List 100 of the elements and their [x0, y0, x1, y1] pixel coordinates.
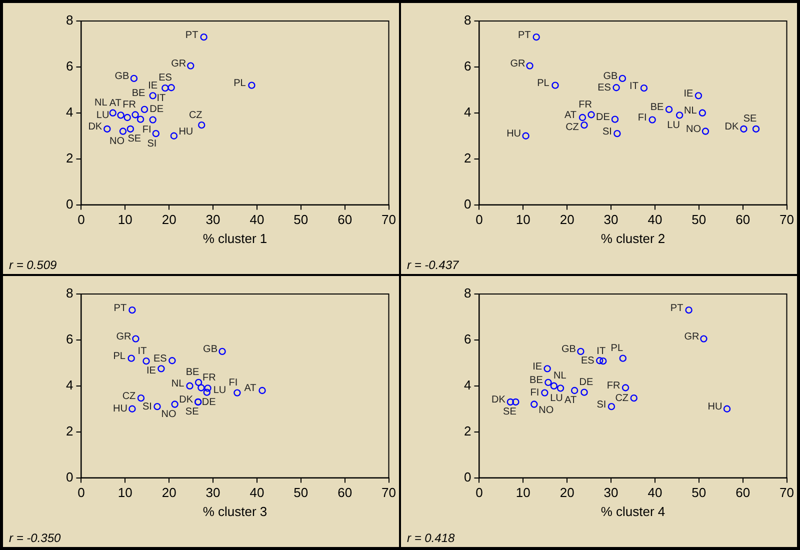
y-tick-label: 4	[464, 104, 472, 120]
x-axis-title: % cluster 1	[202, 230, 268, 246]
x-tick-label: 20	[560, 212, 574, 228]
data-label: IE	[146, 365, 156, 376]
data-label: DK	[88, 122, 102, 133]
data-label: FR	[122, 99, 136, 110]
data-label: AT	[109, 98, 122, 110]
data-label: BE	[650, 102, 664, 114]
x-tick-label: 50	[294, 212, 308, 228]
data-label: AT	[244, 383, 256, 394]
x-tick-label: 40	[250, 485, 264, 500]
data-label: IT	[138, 346, 147, 357]
data-label: PL	[113, 351, 126, 362]
data-label: FR	[606, 380, 620, 392]
y-tick-label: 8	[66, 12, 74, 28]
data-label: BE	[132, 88, 146, 100]
y-tick-label: 2	[464, 423, 472, 438]
x-tick-label: 60	[338, 212, 352, 228]
data-label: FI	[142, 124, 152, 136]
text: r = 0.418	[407, 531, 455, 545]
x-tick-label: 0	[476, 212, 483, 228]
x-tick-label: 30	[206, 212, 220, 228]
data-label: HU	[178, 126, 194, 138]
x-axis-title: % cluster 4	[600, 504, 666, 519]
data-label: ES	[158, 72, 172, 84]
x-tick-label: 50	[692, 485, 706, 500]
data-label: NL	[684, 106, 698, 117]
data-label: IT	[156, 92, 166, 104]
text: r = -0.437	[407, 258, 459, 272]
y-tick-label: 6	[66, 58, 74, 74]
data-label: NL	[554, 370, 567, 382]
x-tick-label: 70	[382, 212, 396, 228]
x-tick-label: 30	[604, 485, 618, 500]
x-tick-label: 10	[516, 212, 530, 228]
data-label: FI	[530, 388, 540, 399]
x-tick-label: 30	[604, 212, 618, 228]
data-label: CZ	[188, 110, 202, 121]
data-label: DE	[202, 397, 216, 408]
y-tick-label: 2	[66, 423, 74, 438]
data-label: BE	[186, 367, 200, 378]
data-label: DE	[150, 104, 164, 116]
y-tick-label: 8	[66, 286, 74, 301]
data-label: ES	[154, 353, 168, 364]
y-tick-label: 4	[66, 104, 74, 120]
y-tick-label: 8	[464, 286, 472, 301]
data-label: NO	[686, 124, 702, 136]
data-label: DK	[179, 394, 194, 406]
data-label: ES	[598, 82, 612, 94]
data-label: PL	[234, 78, 246, 90]
data-label: FI	[638, 112, 647, 124]
data-label: DK	[491, 394, 506, 406]
data-label: LU	[96, 110, 110, 121]
data-label: SE	[128, 134, 142, 145]
data-label: NL	[94, 98, 108, 109]
data-label: PT	[185, 30, 198, 41]
data-label: GR	[171, 58, 186, 70]
y-tick-label: 4	[66, 377, 74, 392]
data-label: GB	[561, 344, 576, 356]
x-axis-title: % cluster 3	[202, 504, 268, 519]
data-label: NO	[161, 409, 177, 420]
y-tick-label: 2	[66, 150, 74, 166]
x-tick-label: 70	[780, 485, 794, 500]
x-tick-label: 40	[648, 212, 662, 228]
data-label: DK	[724, 122, 739, 133]
data-label: AT	[564, 110, 577, 122]
data-label: SI	[147, 138, 157, 150]
data-label: CZ	[566, 122, 579, 133]
y-tick-label: 6	[464, 332, 472, 347]
x-tick-label: 70	[780, 212, 794, 228]
data-label: SI	[142, 401, 152, 412]
data-label: HU	[708, 402, 722, 413]
data-label: GB	[603, 71, 618, 82]
data-label: AT	[564, 395, 577, 406]
data-label: IE	[684, 88, 694, 100]
x-tick-label: 60	[736, 485, 750, 500]
data-label: FR	[202, 372, 216, 384]
y-tick-label: 0	[464, 196, 472, 212]
y-tick-label: 2	[464, 150, 472, 166]
data-label: PL	[537, 78, 550, 90]
text: r = 0.509	[9, 258, 57, 272]
x-tick-label: 10	[118, 485, 132, 500]
data-label: DE	[596, 112, 610, 124]
data-label: PT	[114, 302, 127, 314]
data-label: BE	[530, 375, 544, 386]
data-label: HU	[112, 404, 128, 415]
data-label: IE	[532, 361, 542, 372]
x-axis-title: % cluster 2	[600, 230, 666, 246]
data-label: LU	[213, 384, 226, 396]
x-tick-label: 0	[476, 485, 483, 500]
data-label: IE	[148, 80, 158, 92]
data-label: ES	[580, 355, 595, 366]
text: r = -0.350	[9, 531, 61, 545]
x-tick-label: 30	[206, 485, 220, 500]
x-tick-label: 40	[250, 212, 264, 228]
data-label: LU	[667, 120, 680, 131]
x-tick-label: 50	[294, 485, 308, 500]
y-tick-label: 6	[464, 58, 472, 74]
data-label: FR	[578, 99, 592, 110]
x-tick-label: 20	[560, 485, 574, 500]
y-tick-label: 0	[464, 469, 472, 484]
